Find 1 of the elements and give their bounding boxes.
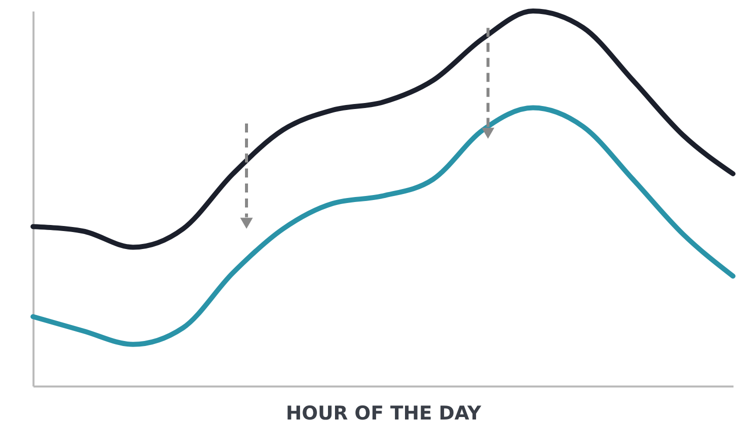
x-axis-title: HOUR OF THE DAY <box>286 402 482 424</box>
